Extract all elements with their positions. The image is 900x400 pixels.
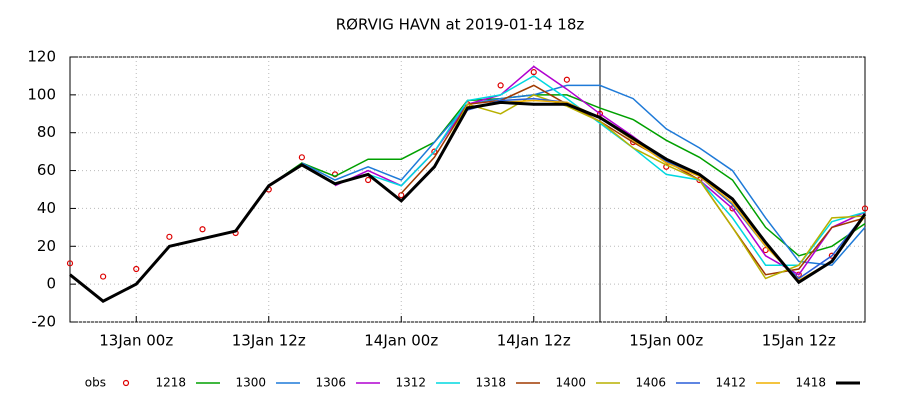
series-line bbox=[69, 100, 867, 303]
plot-frame bbox=[69, 56, 866, 323]
obs-point bbox=[100, 273, 107, 280]
legend-label: obs bbox=[85, 376, 106, 390]
y-tick-label: 120 bbox=[27, 48, 56, 66]
y-tick-label: -20 bbox=[32, 313, 57, 331]
obs-point bbox=[431, 148, 438, 155]
x-tick-label: 15Jan 00z bbox=[629, 332, 703, 350]
legend-label: 1400 bbox=[555, 376, 586, 390]
obs-point bbox=[199, 226, 206, 233]
obs-point bbox=[795, 271, 802, 278]
x-tick-label: 15Jan 12z bbox=[762, 332, 836, 350]
series-line bbox=[301, 84, 866, 266]
obs-point bbox=[762, 246, 769, 254]
obs-point bbox=[497, 82, 504, 89]
legend-marker bbox=[122, 379, 130, 387]
x-tick-label: 14Jan 00z bbox=[364, 332, 438, 350]
legend-label: 1218 bbox=[155, 376, 186, 390]
obs-point bbox=[563, 76, 570, 83]
y-tick-label: 60 bbox=[37, 161, 56, 179]
legend-label: 1406 bbox=[635, 376, 666, 390]
legend-label: 1418 bbox=[795, 376, 826, 390]
obs-point bbox=[861, 205, 869, 212]
obs-point bbox=[530, 69, 537, 76]
x-tick-label: 13Jan 00z bbox=[99, 332, 173, 350]
y-tick-label: 20 bbox=[37, 237, 56, 255]
y-tick-label: 40 bbox=[37, 199, 56, 217]
obs-point bbox=[365, 176, 372, 184]
legend-label: 1318 bbox=[475, 376, 506, 390]
y-tick-label: 100 bbox=[27, 85, 56, 103]
x-tick-label: 14Jan 12z bbox=[497, 332, 571, 350]
obs-point bbox=[298, 154, 305, 161]
legend-label: 1306 bbox=[315, 376, 346, 390]
obs-point bbox=[66, 260, 74, 267]
obs-point bbox=[133, 265, 140, 273]
legend-label: 1412 bbox=[715, 376, 746, 390]
chart-title: RØRVIG HAVN at 2019-01-14 18z bbox=[336, 16, 585, 34]
series-line bbox=[467, 97, 866, 280]
x-tick-label: 13Jan 12z bbox=[232, 332, 306, 350]
series-line bbox=[433, 94, 866, 280]
legend-label: 1312 bbox=[395, 376, 426, 390]
obs-point bbox=[166, 233, 173, 240]
legend-label: 1300 bbox=[235, 376, 266, 390]
series-line bbox=[268, 94, 866, 257]
y-tick-label: 80 bbox=[37, 123, 56, 141]
y-tick-label: 0 bbox=[46, 275, 56, 293]
